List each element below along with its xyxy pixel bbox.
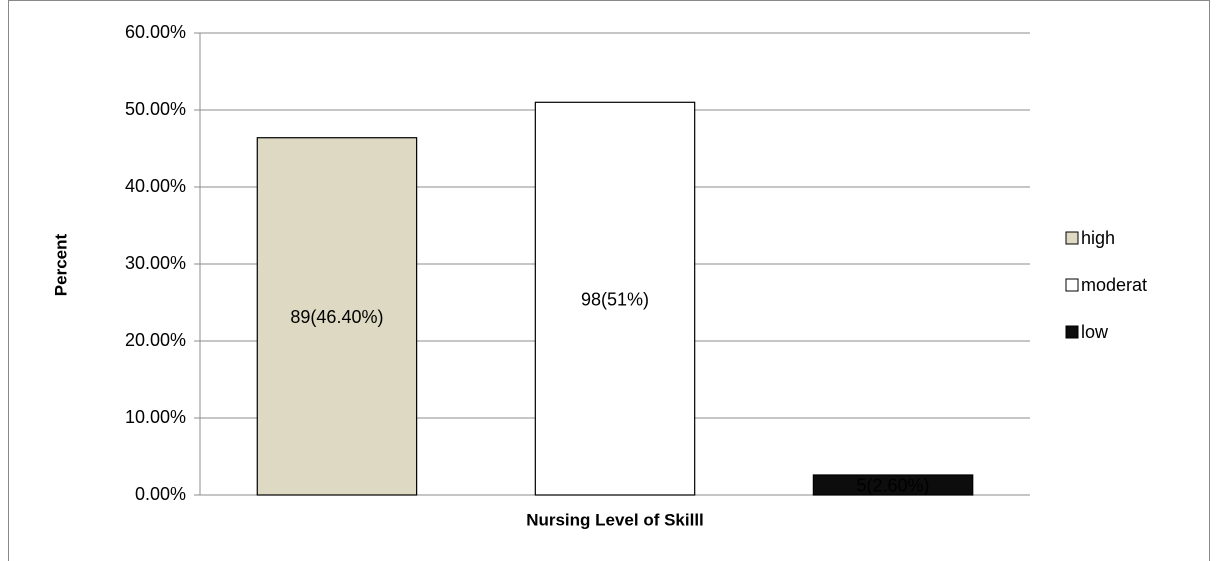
bar — [534, 101, 696, 496]
y-tick-label: 0.00% — [135, 484, 186, 504]
y-tick-label: 20.00% — [125, 330, 186, 350]
bar — [256, 137, 418, 496]
data-label: 89(46.40%) — [290, 307, 383, 327]
legend-swatch — [1065, 278, 1079, 292]
x-axis-label: Nursing Level of Skilll — [526, 510, 704, 529]
y-tick-label: 10.00% — [125, 407, 186, 427]
data-label: 98(51%) — [581, 289, 649, 309]
bar — [812, 474, 974, 496]
legend-swatch — [1065, 231, 1079, 245]
y-tick-label: 40.00% — [125, 176, 186, 196]
y-axis-label: Percent — [51, 233, 70, 296]
legend-label: moderat — [1081, 275, 1147, 295]
legend-swatch — [1065, 325, 1079, 339]
y-tick-label: 30.00% — [125, 253, 186, 273]
legend-label: low — [1081, 322, 1109, 342]
y-tick-label: 60.00% — [125, 22, 186, 42]
data-label: 5(2.60%) — [857, 476, 930, 496]
y-tick-label: 50.00% — [125, 99, 186, 119]
legend-label: high — [1081, 228, 1115, 248]
